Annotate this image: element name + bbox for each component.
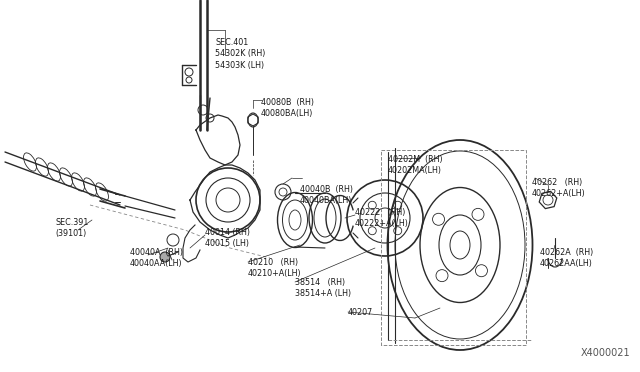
Text: SEC.401
54302K (RH)
54303K (LH): SEC.401 54302K (RH) 54303K (LH)	[215, 38, 266, 70]
Text: 40222   (RH)
40222+A(LH): 40222 (RH) 40222+A(LH)	[355, 208, 409, 228]
Text: 40040B  (RH)
40040BA(LH): 40040B (RH) 40040BA(LH)	[300, 185, 353, 205]
Text: 40014 (RH)
40015 (LH): 40014 (RH) 40015 (LH)	[205, 228, 250, 248]
Text: 40262A  (RH)
40262AA(LH): 40262A (RH) 40262AA(LH)	[540, 248, 593, 269]
Text: 40262   (RH)
40262+A(LH): 40262 (RH) 40262+A(LH)	[532, 178, 586, 198]
Text: 40210   (RH)
40210+A(LH): 40210 (RH) 40210+A(LH)	[248, 258, 301, 279]
Circle shape	[160, 252, 170, 262]
Text: X4000021: X4000021	[580, 348, 630, 358]
Text: SEC.391
(39101): SEC.391 (39101)	[55, 218, 88, 238]
Text: 40202M  (RH)
40202MA(LH): 40202M (RH) 40202MA(LH)	[388, 155, 443, 176]
Text: 40207: 40207	[348, 308, 373, 317]
Text: 40040A  (RH)
40040AA(LH): 40040A (RH) 40040AA(LH)	[130, 248, 183, 269]
Text: 38514   (RH)
38514+A (LH): 38514 (RH) 38514+A (LH)	[295, 278, 351, 298]
Text: 40080B  (RH)
40080BA(LH): 40080B (RH) 40080BA(LH)	[261, 98, 314, 118]
